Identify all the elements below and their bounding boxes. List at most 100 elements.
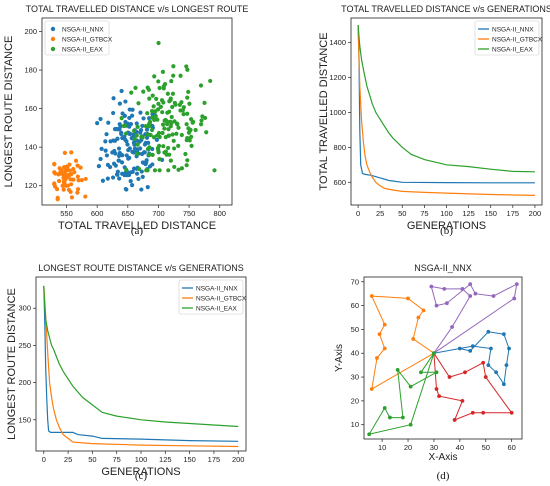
scatter-point-nsga-ii_nnx	[127, 107, 132, 112]
scatter-point-nsga-ii_eax	[169, 114, 174, 120]
y-tick-label: 1400	[329, 38, 346, 47]
scatter-point-nsga-ii_nnx	[125, 142, 130, 147]
route-node	[429, 284, 434, 289]
scatter-point-nsga-ii_eax	[176, 125, 181, 130]
scatter-point-nsga-ii_eax	[165, 91, 170, 96]
x-tick-label: 0	[356, 209, 360, 218]
scatter-point-nsga-ii_gtbcx	[62, 181, 67, 187]
y-tick-label: 50	[351, 325, 359, 334]
scatter-point-nsga-ii_eax	[156, 149, 161, 155]
scatter-point-nsga-ii_eax	[162, 81, 168, 87]
scatter-point-nsga-ii_nnx	[116, 146, 122, 151]
route-node	[395, 368, 400, 372]
scatter-point-nsga-ii_eax	[158, 104, 163, 109]
scatter-point-nsga-ii_nnx	[123, 99, 128, 104]
legend-box	[44, 20, 110, 56]
scatter-point-nsga-ii_nnx	[130, 169, 135, 174]
route-node	[509, 410, 514, 415]
x-axis-label: GENERATIONS	[407, 220, 486, 232]
scatter-point-nsga-ii_eax	[140, 135, 145, 140]
scatter-point-nsga-ii_gtbcx	[78, 165, 83, 170]
scatter-point-nsga-ii_eax	[136, 101, 141, 106]
route-node	[481, 360, 486, 365]
route-lines	[367, 282, 519, 437]
scatter-point-nsga-ii_nnx	[130, 149, 135, 154]
scatter-point-nsga-ii_nnx	[103, 148, 108, 153]
scatter-point-nsga-ii_nnx	[140, 123, 145, 129]
scatter-point-nsga-ii_eax	[198, 83, 204, 88]
scatter-point-nsga-ii_eax	[152, 74, 157, 79]
panel-c: LONGEST ROUTE DISTANCE v/s GENERATIONS 0 2…	[6, 263, 247, 482]
scatter-point-nsga-ii_nnx	[138, 128, 144, 133]
x-tick-label: 750	[183, 209, 196, 218]
legend-label: NSGA-II_NNX	[492, 26, 534, 33]
scatter-point-nsga-ii_eax	[208, 78, 213, 84]
y-tick-label: 160	[24, 104, 37, 113]
y-axis-label: TOTAL TRAVELLED DISTANCE	[318, 32, 330, 190]
scatter-point-nsga-ii_nnx	[131, 140, 136, 145]
scatter-point-nsga-ii_eax	[131, 128, 137, 134]
x-tick-label: 125	[462, 209, 475, 218]
scatter-point-nsga-ii_eax	[154, 96, 159, 101]
x-tick-label: 75	[420, 209, 428, 218]
scatter-point-nsga-ii_nnx	[98, 116, 103, 122]
scatter-point-nsga-ii_gtbcx	[56, 178, 62, 184]
scatter-point-nsga-ii_eax	[145, 85, 150, 90]
scatter-point-nsga-ii_nnx	[130, 183, 135, 188]
legend-box	[474, 20, 540, 56]
scatter-point-nsga-ii_eax	[147, 96, 152, 101]
y-tick-label: 40	[351, 349, 359, 358]
x-tick-label: 700	[152, 209, 165, 218]
x-tick-label: 50	[482, 443, 490, 452]
scatter-point-nsga-ii_eax	[185, 95, 190, 100]
scatter-point-nsga-ii_eax	[175, 122, 180, 127]
route-node	[375, 356, 379, 360]
scatter-point-nsga-ii_eax	[188, 117, 194, 122]
route-node	[411, 337, 416, 341]
route-node	[382, 406, 387, 410]
scatter-point-nsga-ii_eax	[168, 119, 173, 124]
scatter-point-nsga-ii_gtbcx	[83, 194, 88, 199]
route-node	[489, 346, 493, 351]
route-node	[468, 348, 473, 353]
scatter-point-nsga-ii_nnx	[139, 169, 144, 174]
scatter-point-nsga-ii_eax	[151, 135, 157, 140]
scatter-point-nsga-ii_nnx	[128, 131, 133, 136]
y-tick-label: 180	[24, 66, 37, 75]
scatter-point-nsga-ii_gtbcx	[67, 168, 73, 173]
scatter-point-nsga-ii_gtbcx	[72, 170, 77, 175]
scatter-point-nsga-ii_eax	[153, 114, 158, 119]
scatter-point-nsga-ii_eax	[160, 69, 166, 74]
route-node	[408, 422, 413, 427]
scatter-point-nsga-ii_eax	[161, 144, 166, 149]
panel-caption: (d)	[437, 470, 450, 482]
scatter-point-nsga-ii_eax	[185, 158, 190, 163]
scatter-point-nsga-ii_nnx	[108, 139, 113, 144]
scatter-point-nsga-ii_eax	[132, 136, 137, 142]
scatter-point-nsga-ii_eax	[162, 126, 167, 131]
legend-box	[178, 279, 244, 315]
y-tick-label: 600	[333, 178, 346, 187]
scatter-point-nsga-ii_nnx	[154, 137, 159, 143]
chart-title: TOTAL TRAVELLED DISTANCE v/s GENERATIONS	[341, 4, 550, 14]
scatter-point-nsga-ii_eax	[166, 168, 171, 173]
route-node	[416, 315, 421, 320]
chart-title: LONGEST ROUTE DISTANCE v/s GENERATIONS	[38, 263, 244, 273]
scatter-point-nsga-ii_eax	[129, 90, 134, 95]
route-node	[450, 325, 454, 329]
route-node	[501, 382, 506, 387]
route-node	[463, 370, 467, 375]
scatter-point-nsga-ii_eax	[149, 109, 155, 114]
scatter-point-nsga-ii_nnx	[114, 126, 119, 132]
scatter-point-nsga-ii_nnx	[138, 146, 143, 151]
scatter-point-nsga-ii_eax	[169, 79, 174, 84]
scatter-point-nsga-ii_eax	[171, 146, 177, 151]
route-node	[367, 432, 372, 437]
scatter-point-nsga-ii_nnx	[116, 153, 122, 158]
scatter-point-nsga-ii_nnx	[141, 116, 146, 121]
scatter-point-nsga-ii_eax	[121, 123, 126, 129]
scatter-point-nsga-ii_nnx	[147, 164, 153, 169]
scatter-point-nsga-ii_nnx	[108, 164, 113, 170]
scatter-point-nsga-ii_nnx	[117, 176, 122, 181]
scatter-point-nsga-ii_nnx	[115, 172, 120, 177]
